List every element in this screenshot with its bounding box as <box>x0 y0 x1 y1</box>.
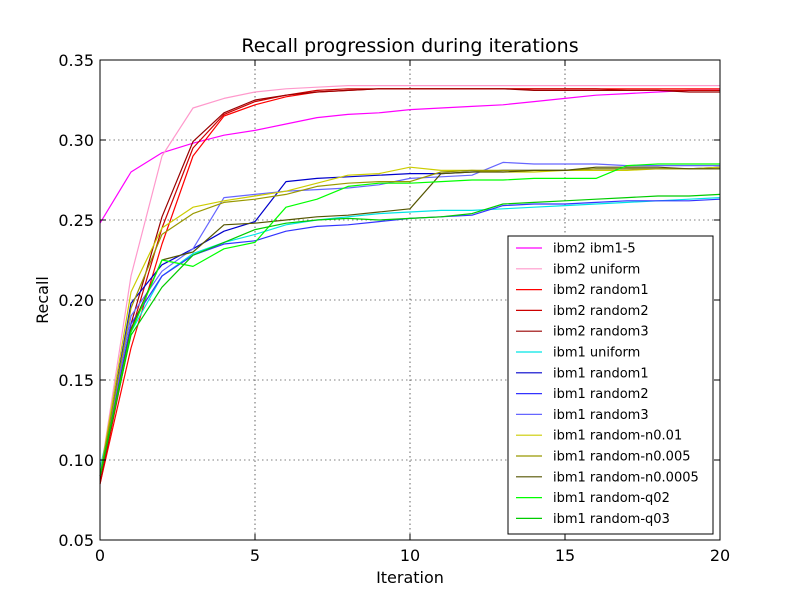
y-tick-label: 0.25 <box>58 211 94 230</box>
legend-label-ibm1-random-n0-01: ibm1 random-n0.01 <box>553 429 682 444</box>
y-tick-label: 0.05 <box>58 531 94 550</box>
legend-label-ibm1-random-q02: ibm1 random-q02 <box>553 491 670 506</box>
x-tick-label: 0 <box>95 546 105 565</box>
y-tick-label: 0.30 <box>58 131 94 150</box>
legend-entries: ibm2 ibm1-5 ibm2 uniform ibm2 random1 ibm2 … <box>516 242 699 527</box>
x-tick-labels: 0 5 10 15 20 <box>95 546 730 565</box>
axis-ticks <box>99 59 721 541</box>
series-lines <box>99 84 721 485</box>
series-line-ibm1-random-n0-005 <box>99 168 720 477</box>
legend-label-ibm2-random3: ibm2 random3 <box>553 325 649 340</box>
y-tick-label: 0.35 <box>58 51 94 70</box>
y-tick-labels: 0.05 0.10 0.15 0.20 0.25 0.30 0.35 <box>58 51 94 550</box>
y-tick-label: 0.10 <box>58 451 94 470</box>
legend-label-ibm2-random1: ibm2 random1 <box>553 283 649 298</box>
series-line-ibm1-random-n0-0005 <box>99 166 720 477</box>
legend: ibm2 ibm1-5 ibm2 uniform ibm2 random1 ibm2 … <box>507 235 714 535</box>
series-line-ibm1-random-q02 <box>99 163 720 477</box>
x-tick-label: 10 <box>400 546 420 565</box>
legend-label-ibm1-random-q03: ibm1 random-q03 <box>553 512 670 527</box>
legend-label-ibm2-uniform: ibm2 uniform <box>553 262 640 277</box>
legend-label-ibm1-uniform: ibm1 uniform <box>553 346 640 361</box>
y-axis-label: Recall <box>33 276 52 324</box>
series-line-ibm1-random-q03 <box>99 193 721 477</box>
y-tick-label: 0.20 <box>58 291 94 310</box>
legend-label-ibm2-random2: ibm2 random2 <box>553 304 649 319</box>
x-tick-label: 20 <box>710 546 730 565</box>
legend-label-ibm1-random-n0-0005: ibm1 random-n0.0005 <box>553 470 699 485</box>
series-line-ibm1-random3 <box>99 161 720 477</box>
legend-label-ibm1-random2: ibm1 random2 <box>553 387 649 402</box>
legend-label-ibm1-random3: ibm1 random3 <box>553 408 649 423</box>
legend-box <box>507 235 714 535</box>
series-line-ibm2-random3 <box>99 88 720 480</box>
x-tick-label: 15 <box>555 546 575 565</box>
x-axis-label: Iteration <box>376 568 444 587</box>
x-tick-label: 5 <box>250 546 260 565</box>
series-line-ibm2-ibm1-5 <box>99 89 720 224</box>
series-line-ibm2-uniform <box>99 84 720 477</box>
series-line-ibm1-uniform <box>99 197 721 469</box>
chart-title: Recall progression during iterations <box>241 35 578 57</box>
y-tick-label: 0.15 <box>58 371 94 390</box>
legend-label-ibm1-random-n0-005: ibm1 random-n0.005 <box>553 450 691 465</box>
legend-label-ibm2-ibm1-5: ibm2 ibm1-5 <box>553 242 636 257</box>
legend-label-ibm1-random1: ibm1 random1 <box>553 366 649 381</box>
